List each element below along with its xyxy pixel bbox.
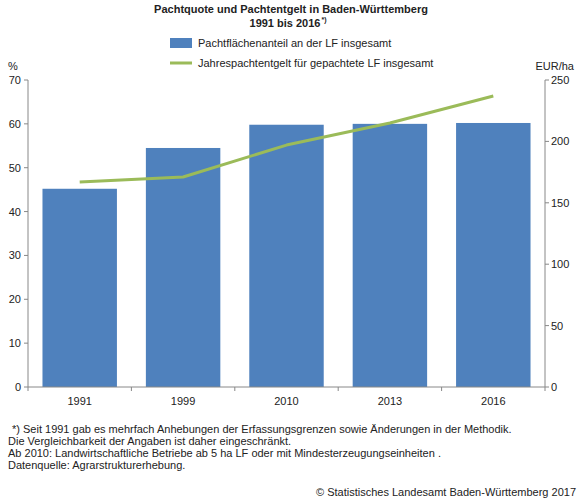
legend-swatch xyxy=(170,38,192,48)
x-tick xyxy=(545,387,546,391)
bar xyxy=(146,148,220,387)
y2-tick-label: 200 xyxy=(551,135,569,147)
line xyxy=(80,96,494,182)
legend-label: Jahrespachtentgelt für gepachtete LF ins… xyxy=(198,57,433,69)
y-tick xyxy=(24,343,28,344)
y2-tick xyxy=(545,141,549,142)
x-tick xyxy=(234,387,235,391)
y2-axis-line xyxy=(545,80,546,387)
x-tick xyxy=(131,387,132,391)
legend: Pachtflächenanteil an der LF insgesamt Ja… xyxy=(170,37,433,69)
y2-axis-label: EUR/ha xyxy=(535,60,574,72)
y2-tick xyxy=(545,387,549,388)
y-tick xyxy=(24,211,28,212)
bar xyxy=(42,189,116,387)
y-tick-label: 30 xyxy=(9,249,21,261)
footnote: Die Vergleichbarkeit der Angaben ist dah… xyxy=(8,435,291,447)
title: Pachtquote und Pachtentgelt in Baden-Wür… xyxy=(154,3,428,15)
x-axis-line xyxy=(28,387,545,388)
x-tick xyxy=(28,387,29,391)
y-tick xyxy=(24,255,28,256)
y2-tick xyxy=(545,264,549,265)
x-tick xyxy=(338,387,339,391)
plot-area xyxy=(42,96,530,387)
y2-tick-label: 0 xyxy=(551,381,557,393)
y-tick xyxy=(24,387,28,388)
bar xyxy=(249,125,323,387)
y-tick xyxy=(24,299,28,300)
y-axis-label: % xyxy=(8,60,18,72)
subtitle: 1991 bis 2016 xyxy=(250,17,321,29)
chart: Pachtquote und Pachtentgelt in Baden-Wür… xyxy=(0,0,582,500)
footnote: *) Seit 1991 gab es mehrfach Anhebungen … xyxy=(12,423,512,435)
y-tick-label: 10 xyxy=(9,337,21,349)
x-tick-label: 1999 xyxy=(171,395,195,407)
footnote: Ab 2010: Landwirtschaftliche Betriebe ab… xyxy=(8,447,441,459)
legend-swatch xyxy=(170,62,192,65)
x-tick-label: 2016 xyxy=(481,395,505,407)
bar xyxy=(353,124,427,387)
y-tick-label: 50 xyxy=(9,162,21,174)
y-tick xyxy=(24,167,28,168)
x-tick-label: 2010 xyxy=(274,395,298,407)
copyright: © Statistisches Landesamt Baden-Württemb… xyxy=(316,486,576,498)
footnote-marker: *) xyxy=(321,16,326,24)
y2-tick-label: 150 xyxy=(551,197,569,209)
y2-tick xyxy=(545,202,549,203)
x-tick-label: 2013 xyxy=(378,395,402,407)
bar xyxy=(456,123,530,387)
y2-tick-label: 50 xyxy=(551,320,563,332)
y-tick-label: 20 xyxy=(9,293,21,305)
footnote: Datenquelle: Agrarstrukturerhebung. xyxy=(8,459,185,471)
x-tick-label: 1991 xyxy=(67,395,91,407)
y-tick-label: 0 xyxy=(15,381,21,393)
y2-tick xyxy=(545,325,549,326)
y-tick xyxy=(24,123,28,124)
y-tick-label: 60 xyxy=(9,118,21,130)
y-tick-label: 70 xyxy=(9,74,21,86)
y2-tick-label: 100 xyxy=(551,258,569,270)
y-axis-line xyxy=(28,80,29,387)
y2-tick-label: 250 xyxy=(551,74,569,86)
y2-tick xyxy=(545,80,549,81)
y-tick xyxy=(24,80,28,81)
y-tick-label: 40 xyxy=(9,206,21,218)
legend-label: Pachtflächenanteil an der LF insgesamt xyxy=(198,37,391,49)
x-tick xyxy=(441,387,442,391)
